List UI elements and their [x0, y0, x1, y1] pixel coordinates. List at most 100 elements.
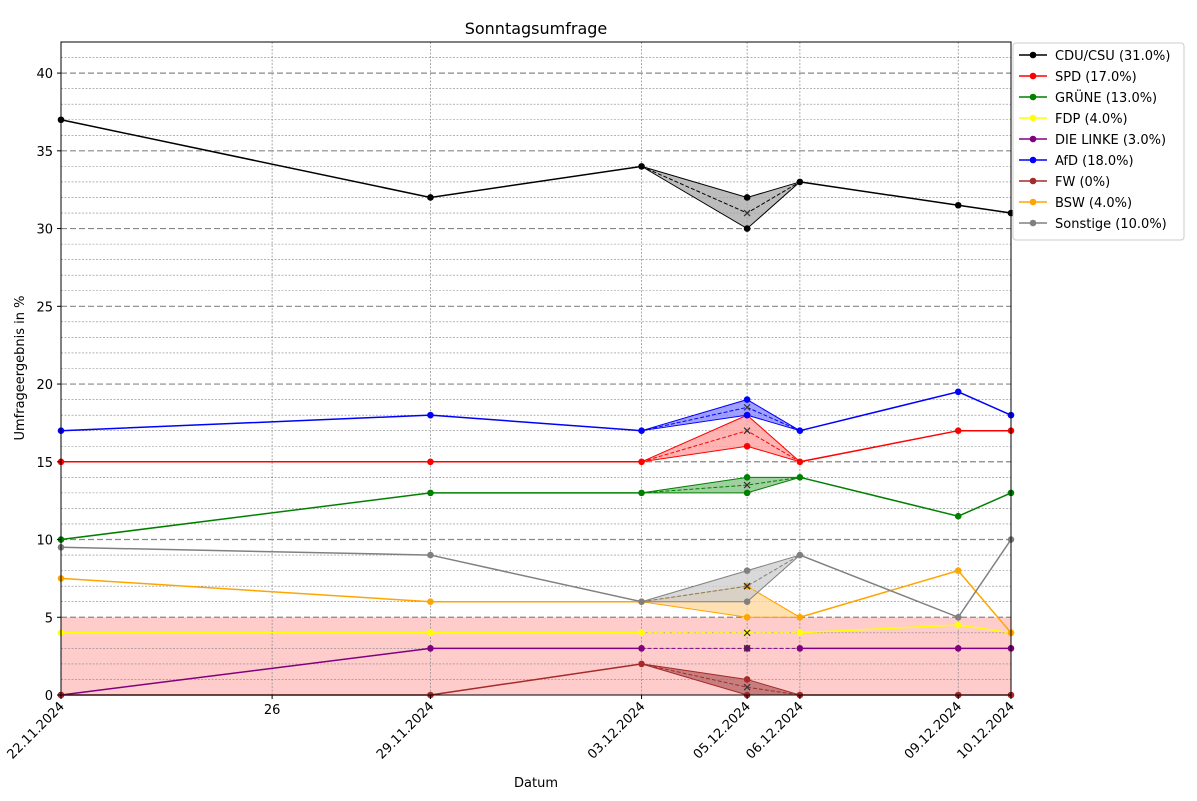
legend-label: CDU/CSU (31.0%) [1055, 49, 1170, 64]
range-max-point [743, 396, 751, 403]
series-mean-line [641, 554, 801, 603]
range-min-point [743, 442, 751, 450]
data-point [796, 427, 804, 434]
legend-label: Sonstige (10.0%) [1055, 217, 1167, 232]
data-point [427, 411, 434, 419]
data-point [427, 645, 434, 652]
series-AfD [57, 388, 1015, 434]
legend-entry-SPD: SPD (17.0%) [1019, 70, 1137, 85]
data-point [954, 201, 962, 209]
data-point [638, 660, 645, 668]
data-point [427, 551, 434, 559]
mean-marker [743, 629, 751, 637]
legend-marker [1029, 93, 1037, 101]
range-max-point [743, 567, 751, 574]
data-point [796, 474, 804, 481]
legend-label: FDP (4.0%) [1055, 112, 1128, 127]
mean-marker [743, 427, 751, 435]
mean-marker [743, 683, 751, 691]
y-tick-label: 10 [36, 534, 53, 549]
range-min-point [743, 598, 751, 606]
legend-marker [1029, 177, 1037, 185]
legend-label: FW (0%) [1055, 175, 1110, 190]
series-CDU/CSU [57, 116, 1015, 232]
legend-entry-FDP: FDP (4.0%) [1019, 112, 1128, 127]
legend-marker [1029, 219, 1037, 227]
range-min-point [743, 225, 751, 232]
range-max-point [743, 474, 751, 481]
data-point [954, 613, 962, 621]
range-max-point [743, 676, 751, 683]
y-tick-label: 0 [45, 689, 53, 704]
series-Sonstige [57, 536, 1015, 621]
data-point [796, 551, 804, 559]
range-max-point [743, 194, 751, 201]
data-point [427, 629, 434, 637]
chart-title: Sonntagsumfrage [465, 19, 608, 38]
legend-marker [1029, 156, 1037, 164]
data-point [954, 621, 962, 629]
data-point [427, 489, 434, 497]
legend-entry-GRÜNE: GRÜNE (13.0%) [1019, 89, 1157, 106]
data-point [796, 178, 804, 186]
data-point [638, 645, 645, 652]
legend-label: AfD (18.0%) [1055, 154, 1134, 169]
data-point [954, 512, 962, 520]
y-tick-label: 20 [36, 378, 53, 393]
x-tick-label: 26 [264, 703, 281, 718]
range-min-point [743, 411, 751, 419]
legend-entry-BSW: BSW (4.0%) [1019, 196, 1132, 211]
x-axis-label: Datum [514, 776, 558, 791]
legend-entry-DIE LINKE: DIE LINKE (3.0%) [1019, 133, 1166, 148]
data-point [427, 598, 434, 606]
legend-box [1012, 42, 1185, 241]
legend-marker [1029, 198, 1037, 206]
y-tick-label: 40 [36, 67, 53, 82]
legend-label: DIE LINKE (3.0%) [1055, 133, 1166, 148]
mean-marker [743, 403, 751, 411]
data-point [427, 458, 434, 466]
y-tick-label: 5 [45, 611, 53, 626]
y-axis-label: Umfrageergebnis in % [13, 295, 28, 440]
legend-label: SPD (17.0%) [1055, 70, 1137, 85]
legend-label: GRÜNE (13.0%) [1055, 89, 1157, 106]
series-DIE LINKE [57, 644, 1015, 699]
legend-entry-FW: FW (0%) [1019, 175, 1110, 190]
mean-marker [743, 582, 751, 590]
data-point [638, 163, 645, 170]
mean-marker [743, 644, 751, 652]
y-tick-label: 25 [36, 300, 53, 315]
data-point [796, 629, 804, 637]
series-mean-line [641, 585, 801, 618]
y-tick-label: 15 [36, 456, 53, 471]
legend: CDU/CSU (31.0%) SPD (17.0%) GRÜNE (13.0%) F… [1012, 42, 1185, 241]
data-point [638, 427, 645, 434]
data-point [796, 645, 804, 652]
mean-marker [743, 481, 751, 489]
data-point [954, 645, 962, 652]
legend-entry-CDU/CSU: CDU/CSU (31.0%) [1019, 49, 1170, 64]
y-tick-label: 30 [36, 223, 53, 238]
y-tick-label: 35 [36, 145, 53, 160]
plot-frame [60, 41, 1012, 696]
data-point [796, 458, 804, 466]
legend-entry-AfD: AfD (18.0%) [1019, 154, 1134, 169]
data-point [954, 567, 962, 574]
data-point [638, 629, 645, 637]
series-FDP [57, 621, 1015, 637]
legend-marker [1029, 135, 1037, 143]
legend-marker [1029, 51, 1037, 59]
legend-entry-Sonstige: Sonstige (10.0%) [1019, 217, 1167, 232]
data-point [638, 598, 645, 606]
data-point [954, 388, 962, 396]
range-min-point [743, 489, 751, 497]
data-point [954, 427, 962, 434]
data-point [427, 194, 434, 201]
data-point [796, 613, 804, 621]
mean-marker [743, 209, 751, 217]
legend-marker [1029, 72, 1037, 80]
range-min-point [743, 613, 751, 621]
legend-label: BSW (4.0%) [1055, 196, 1132, 211]
data-point [638, 458, 645, 466]
